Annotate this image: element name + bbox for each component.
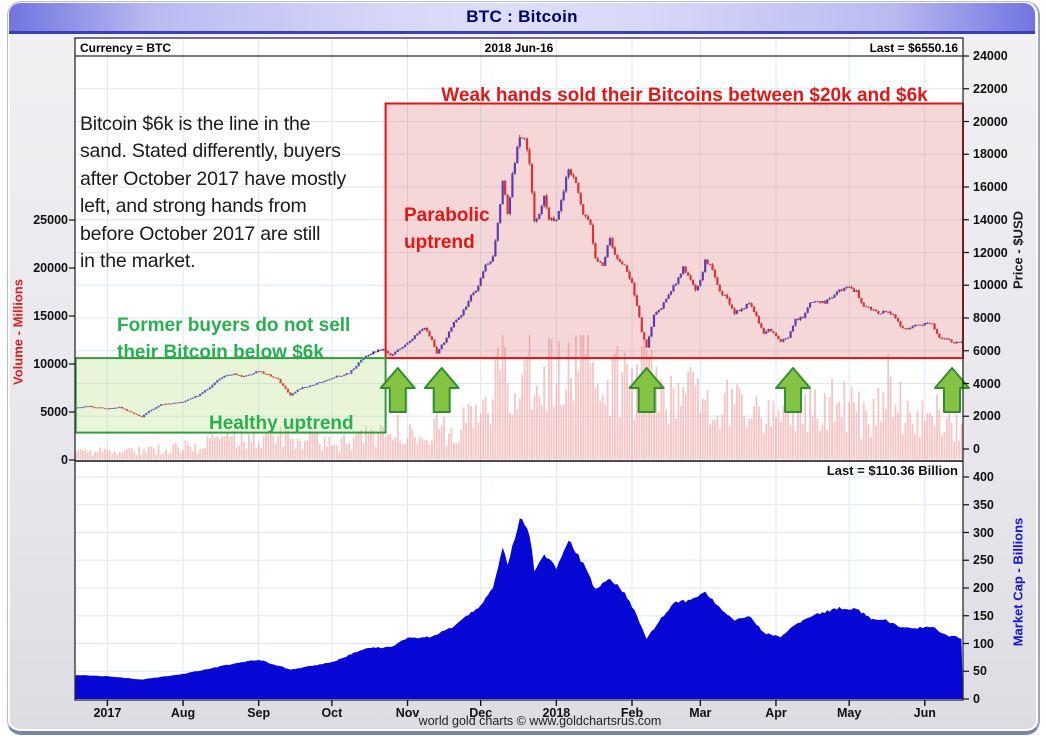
x-tick-Jun: Jun <box>913 706 936 720</box>
annotation-parabolic-uptrend: Parabolic uptrend <box>404 205 490 253</box>
mcap-tick-150: 150 <box>973 608 994 623</box>
mcap-tick-0: 0 <box>973 692 980 706</box>
x-tick-Aug: Aug <box>170 706 196 720</box>
volume-tick-25000: 25000 <box>33 213 68 227</box>
footer-credit: world gold charts © www.goldchartsrus.co… <box>418 714 662 728</box>
x-tick-Sep: Sep <box>247 706 271 720</box>
price-tick-4000: 4000 <box>973 376 1001 391</box>
x-tick-2017: 2017 <box>93 706 122 720</box>
header-last-price: Last = $6550.16 <box>869 41 958 55</box>
mcap-tick-300: 300 <box>973 525 994 540</box>
x-tick-2018: 2018 <box>542 706 571 720</box>
price-tick-8000: 8000 <box>973 311 1001 325</box>
annotation-healthy-uptrend: Healthy uptrend <box>209 413 354 434</box>
price-tick-14000: 14000 <box>973 212 1008 227</box>
price-tick-2000: 2000 <box>973 409 1001 424</box>
price-tick-0: 0 <box>973 442 980 456</box>
x-tick-Oct: Oct <box>321 706 343 720</box>
header-currency: Currency = BTC <box>80 41 172 55</box>
window-title: BTC : Bitcoin <box>466 7 578 26</box>
x-tick-Apr: Apr <box>765 706 787 720</box>
header-date: 2018 Jun-16 <box>484 41 554 55</box>
volume-tick-20000: 20000 <box>33 261 68 275</box>
x-tick-Nov: Nov <box>395 706 420 720</box>
up-arrow-icon-3 <box>628 367 665 413</box>
price-tick-18000: 18000 <box>973 147 1008 162</box>
mcap-tick-250: 250 <box>973 553 994 568</box>
annotation-paragraph: Bitcoin $6k is the line in the sand. Sta… <box>80 113 347 273</box>
mcap-axis-title: Market Cap - Billions <box>1010 517 1026 647</box>
price-tick-16000: 16000 <box>973 180 1008 194</box>
mcap-tick-400: 400 <box>973 470 994 484</box>
up-arrow-icon-4 <box>775 367 812 413</box>
price-tick-12000: 12000 <box>973 245 1008 260</box>
volume-tick-0: 0 <box>61 453 68 467</box>
mcap-tick-100: 100 <box>973 636 994 651</box>
mcap-tick-350: 350 <box>973 497 994 512</box>
mcap-last-label: Last = $110.36 Billion <box>826 463 958 478</box>
x-tick-Dec: Dec <box>469 706 493 720</box>
volume-tick-15000: 15000 <box>33 309 68 323</box>
volume-tick-5000: 5000 <box>40 405 68 419</box>
price-tick-20000: 20000 <box>973 114 1008 129</box>
mcap-tick-50: 50 <box>973 664 987 679</box>
x-tick-May: May <box>836 706 862 720</box>
up-arrow-icon-1 <box>379 367 416 413</box>
price-tick-6000: 6000 <box>973 343 1001 358</box>
price-tick-24000: 24000 <box>973 49 1008 63</box>
green-highlight-box <box>74 357 387 434</box>
up-arrow-icon-5 <box>934 367 970 413</box>
title-bar: BTC : Bitcoin <box>9 3 1035 34</box>
volume-tick-10000: 10000 <box>33 357 68 371</box>
red-highlight-box <box>384 102 965 360</box>
annotation-former-buyers: Former buyers do not sell their Bitcoin … <box>117 315 351 363</box>
annotation-weak-hands: Weak hands sold their Bitcoins between $… <box>441 85 928 106</box>
mcap-tick-200: 200 <box>973 581 994 595</box>
price-tick-10000: 10000 <box>973 278 1008 293</box>
price-tick-22000: 22000 <box>973 81 1008 96</box>
up-arrow-icon-2 <box>423 367 460 413</box>
x-tick-Mar: Mar <box>689 706 712 720</box>
x-tick-Feb: Feb <box>620 706 644 720</box>
price-axis-title: Price - $USD <box>1010 210 1026 290</box>
